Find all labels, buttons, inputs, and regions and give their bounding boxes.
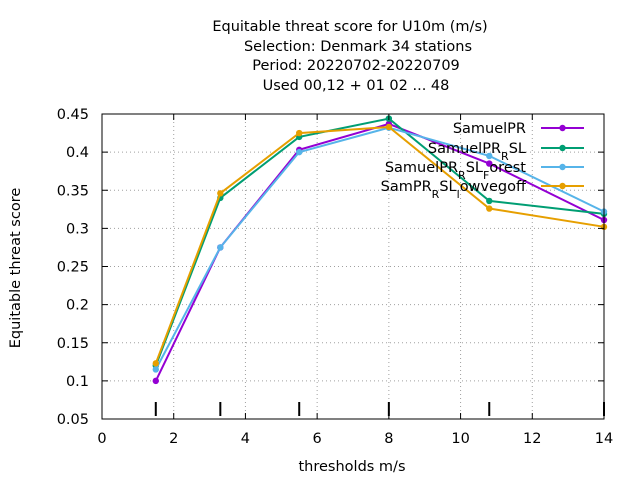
x-tick-label: 4 xyxy=(241,431,250,447)
legend-swatch-marker xyxy=(559,182,566,190)
data-point xyxy=(385,123,393,131)
data-point xyxy=(486,160,493,167)
legend-swatch-marker xyxy=(559,124,566,132)
data-point xyxy=(152,377,159,385)
data-point xyxy=(296,148,303,156)
legend-swatch-marker xyxy=(559,163,566,171)
x-tick-label: 12 xyxy=(523,431,541,447)
data-point xyxy=(296,129,303,137)
data-point xyxy=(486,205,493,212)
series-line xyxy=(154,117,605,366)
legend-entry-1: SamuelPR xyxy=(453,121,584,137)
series-1 xyxy=(152,120,608,385)
x-tick-label: 8 xyxy=(384,431,393,447)
grid-lines xyxy=(102,114,604,419)
legend-entry-4: SamPRRSLlowvegoff xyxy=(381,179,584,201)
threshold-marks xyxy=(154,402,605,416)
title-line-3: Period: 20220702-20220709 xyxy=(252,58,460,74)
legend-label: SamuelPR xyxy=(453,121,526,137)
legend-label: SamuelPRRSL xyxy=(428,141,526,163)
data-point xyxy=(217,190,224,197)
x-tick-label: 6 xyxy=(313,431,322,447)
data-point xyxy=(152,360,159,367)
data-point xyxy=(152,366,159,373)
series-line xyxy=(154,122,605,382)
y-tick-label: 0.35 xyxy=(57,183,89,199)
x-tick-label: 0 xyxy=(97,431,106,447)
series-line xyxy=(154,125,605,364)
x-tick-label: 14 xyxy=(595,431,613,447)
y-tick-label: 0.45 xyxy=(57,107,89,123)
data-point xyxy=(486,197,493,205)
legend-entry-2: SamuelPRRSL xyxy=(428,141,584,163)
legend-label: SamPRRSLlowvegoff xyxy=(381,179,527,201)
legend-label: SamuelPRRSLForest xyxy=(385,160,526,182)
x-axis-ticks: 0 2 4 6 8 10 12 14 xyxy=(97,114,613,447)
y-tick-label: 0.3 xyxy=(66,221,89,237)
y-tick-label: 0.25 xyxy=(57,260,89,276)
data-point xyxy=(486,152,493,160)
data-series xyxy=(152,115,608,385)
title-line-2: Selection: Denmark 34 stations xyxy=(244,39,472,55)
x-tick-label: 2 xyxy=(169,431,178,447)
series-3 xyxy=(152,124,608,373)
x-axis-label: thresholds m/s xyxy=(298,459,405,475)
y-tick-label: 0.05 xyxy=(57,412,89,428)
series-2 xyxy=(152,115,608,369)
y-tick-label: 0.1 xyxy=(66,374,89,390)
legend-entry-3: SamuelPRRSLForest xyxy=(385,160,584,182)
plot-frame xyxy=(101,113,605,420)
title-line-1: Equitable threat score for U10m (m/s) xyxy=(212,19,487,35)
y-axis-ticks: 0.05 0.1 0.15 0.2 0.25 0.3 0.35 0.4 0.45 xyxy=(57,107,604,428)
chart-title: Equitable threat score for U10m (m/s) Se… xyxy=(212,19,487,94)
y-axis-label: Equitable threat score xyxy=(8,188,24,349)
legend-swatch-marker xyxy=(559,144,566,152)
series-line xyxy=(154,126,605,370)
data-point xyxy=(217,244,224,251)
y-tick-label: 0.15 xyxy=(57,336,89,352)
y-tick-label: 0.2 xyxy=(66,298,89,314)
x-tick-label: 10 xyxy=(451,431,469,447)
y-tick-label: 0.4 xyxy=(66,145,89,161)
legend: SamuelPR SamuelPRRSLSamuelPRRSLForestSamP… xyxy=(381,121,584,201)
title-line-4: Used 00,12 + 01 02 ... 48 xyxy=(263,78,450,94)
